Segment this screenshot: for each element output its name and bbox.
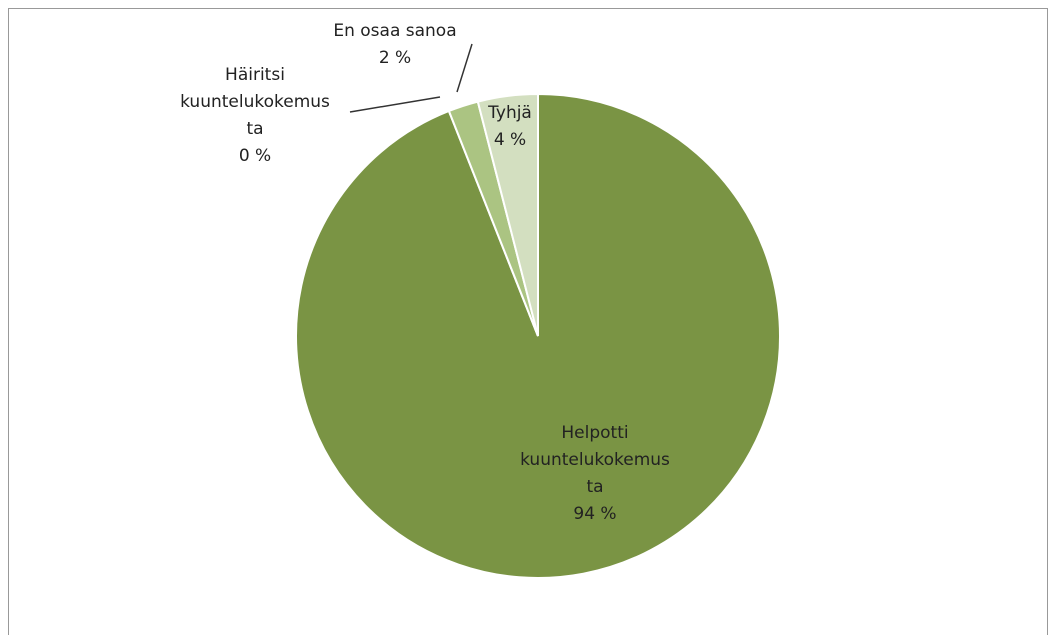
leader-line <box>456 43 473 93</box>
data-label: Helpotti kuuntelukokemusta 94 % <box>520 420 670 528</box>
leader-line <box>349 96 441 113</box>
value-label: 94 % <box>573 504 617 524</box>
value-label: 0 % <box>238 146 272 166</box>
data-label: Tyhjä 4 % <box>480 100 540 154</box>
category-label: Helpotti kuuntelukokemusta <box>520 423 670 497</box>
category-label: Tyhjä <box>488 103 532 123</box>
pie-slice <box>476 92 539 337</box>
data-label: En osaa sanoa 2 % <box>310 18 480 72</box>
value-label: 2 % <box>378 48 412 68</box>
value-label: 4 % <box>493 130 527 150</box>
category-label: En osaa sanoa <box>333 21 457 41</box>
data-label: Häiritsi kuuntelukokemusta 0 % <box>180 62 330 170</box>
category-label: Häiritsi kuuntelukokemusta <box>180 65 330 139</box>
chart-frame <box>8 8 1048 635</box>
